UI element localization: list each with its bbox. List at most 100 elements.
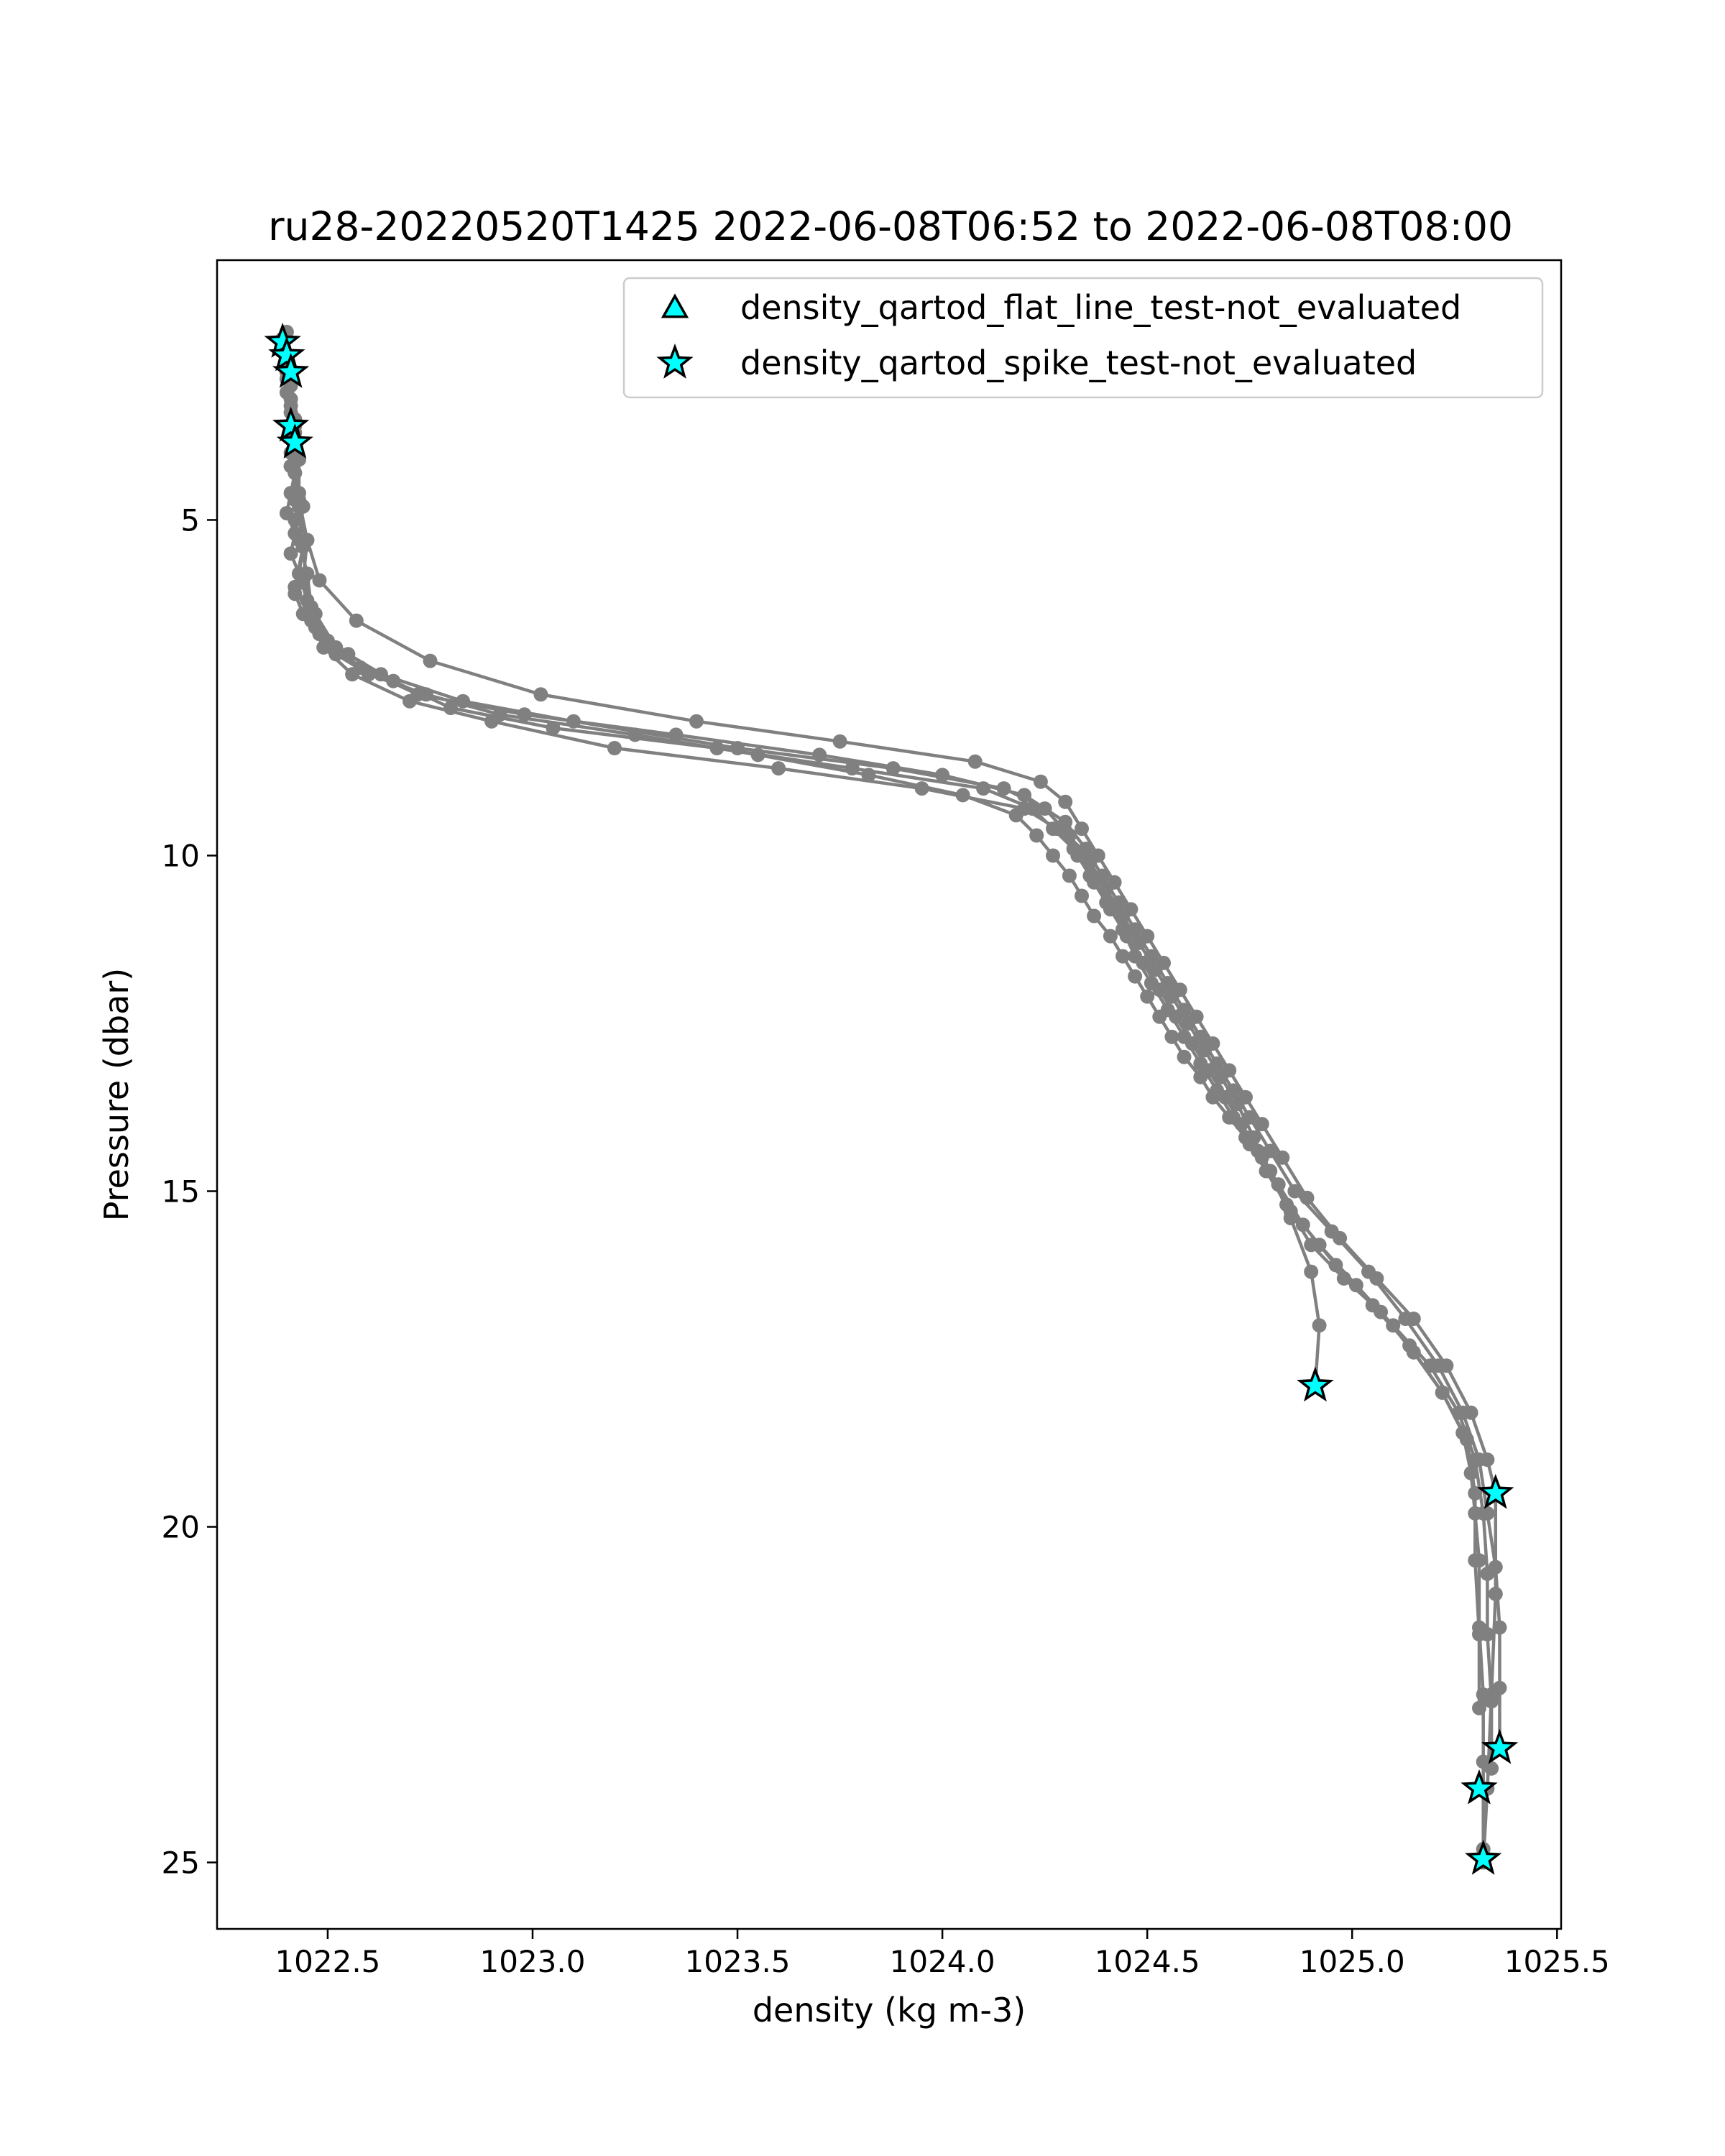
x-tick-label: 1022.5 — [275, 1944, 380, 1979]
spike-test-star-marker — [276, 423, 313, 459]
profile-point — [1062, 868, 1077, 883]
profile-point — [1029, 828, 1044, 843]
profile-6 — [279, 324, 1503, 1870]
profile-5 — [288, 412, 1327, 1393]
legend: density_qartod_flat_line_test-not_evalua… — [622, 277, 1544, 399]
profile-point — [1075, 821, 1089, 837]
profile-point — [1140, 929, 1155, 944]
profile-point — [1287, 1184, 1302, 1199]
profile-point — [1087, 908, 1102, 923]
profile-point — [1087, 875, 1102, 890]
profile-point — [1463, 1405, 1478, 1420]
x-tick-label: 1024.5 — [1095, 1944, 1200, 1979]
profile-point — [1172, 982, 1187, 998]
profile-point — [967, 754, 983, 769]
spike-test-star-marker — [1477, 1473, 1514, 1509]
profile-point — [1459, 1432, 1474, 1447]
profile-point — [1017, 801, 1032, 816]
profile-point — [308, 607, 323, 622]
profile-point — [1263, 1143, 1278, 1158]
y-tick-label: 10 — [162, 838, 200, 873]
profile-point — [1254, 1117, 1269, 1132]
profile-point — [1075, 888, 1089, 903]
profile-line — [285, 331, 1498, 1863]
profile-point — [1263, 1164, 1278, 1179]
y-tick-label: 25 — [162, 1846, 200, 1881]
profile-point — [1472, 1627, 1486, 1641]
profile-point — [1468, 1553, 1483, 1568]
profile-point — [402, 694, 417, 709]
profile-point — [374, 667, 388, 682]
spike-test-star-marker — [1297, 1366, 1334, 1402]
y-axis: 5 10 15 20 25 — [162, 502, 217, 1881]
profile-point — [1116, 949, 1130, 964]
profile-point — [914, 781, 929, 796]
profile-point — [1119, 929, 1134, 944]
profile-3 — [279, 351, 1507, 1756]
profile-point — [1402, 1338, 1417, 1353]
profile-point — [1304, 1264, 1319, 1279]
spike-test-star-marker — [272, 353, 310, 388]
y-tick-label: 15 — [162, 1174, 200, 1210]
x-tick-label: 1023.0 — [480, 1944, 586, 1979]
profile-point — [1156, 955, 1171, 970]
spike-test-star-marker — [268, 336, 305, 372]
spike-test-star-marker — [1460, 1769, 1498, 1805]
profile-line — [293, 419, 1321, 1386]
profile-point — [283, 546, 298, 561]
profile-point — [1184, 1036, 1200, 1051]
profile-point — [1103, 902, 1118, 917]
profile-point — [689, 714, 704, 729]
plot-frame — [216, 259, 1563, 1930]
profile-point — [1205, 1036, 1220, 1051]
profile-point — [1295, 1217, 1310, 1233]
profile-point — [1090, 848, 1105, 863]
profile-point — [607, 741, 622, 755]
profile-line — [280, 338, 1494, 1769]
profile-1 — [275, 338, 1491, 1856]
profile-point — [1365, 1298, 1380, 1313]
plot-area — [264, 323, 1519, 1875]
profile-point — [546, 721, 561, 735]
profile-line — [289, 385, 1481, 1708]
profile-point — [1033, 774, 1048, 789]
x-tick-label: 1025.5 — [1504, 1944, 1610, 1979]
profile-point — [423, 653, 438, 668]
profile-point — [1472, 1700, 1486, 1715]
profile-point — [1369, 1271, 1384, 1286]
profile-4 — [283, 378, 1486, 1715]
y-tick-label: 20 — [162, 1510, 200, 1545]
y-axis-label: Pressure (dbar) — [97, 968, 136, 1221]
legend-box — [622, 277, 1544, 399]
profile-point — [316, 640, 331, 655]
profile-point — [1480, 1452, 1495, 1468]
profile-point — [533, 687, 548, 702]
profile-point — [886, 761, 901, 776]
x-tick-label: 1024.0 — [890, 1944, 995, 1979]
profile-point — [300, 533, 315, 548]
profile-point — [1484, 1687, 1499, 1702]
profile-line — [285, 359, 1501, 1749]
x-tick-label: 1025.0 — [1300, 1944, 1405, 1979]
profile-point — [1328, 1258, 1343, 1273]
profile-point — [1468, 1485, 1483, 1501]
profile-point — [1480, 1506, 1495, 1521]
profile-point — [566, 714, 581, 729]
profile-point — [1103, 929, 1118, 944]
profile-point — [1275, 1150, 1290, 1165]
legend-entry-label: density_qartod_flat_line_test-not_evalua… — [740, 288, 1461, 327]
spike-test-star-marker — [1481, 1728, 1519, 1764]
profile-point — [1037, 801, 1052, 816]
profile-point — [1062, 828, 1077, 843]
y-tick-label: 5 — [180, 502, 200, 538]
profile-point — [349, 613, 364, 628]
profile-point — [456, 694, 471, 709]
x-axis: 1022.5 1023.0 1023.5 1024.0 1024.5 1025.0 1025… — [275, 1929, 1610, 1979]
profile-point — [328, 640, 344, 655]
qartod-series-2 — [264, 323, 1519, 1875]
x-tick-label: 1023.5 — [685, 1944, 791, 1979]
profile-point — [1136, 955, 1151, 970]
profile-point — [1238, 1089, 1253, 1105]
profile-point — [345, 667, 360, 682]
